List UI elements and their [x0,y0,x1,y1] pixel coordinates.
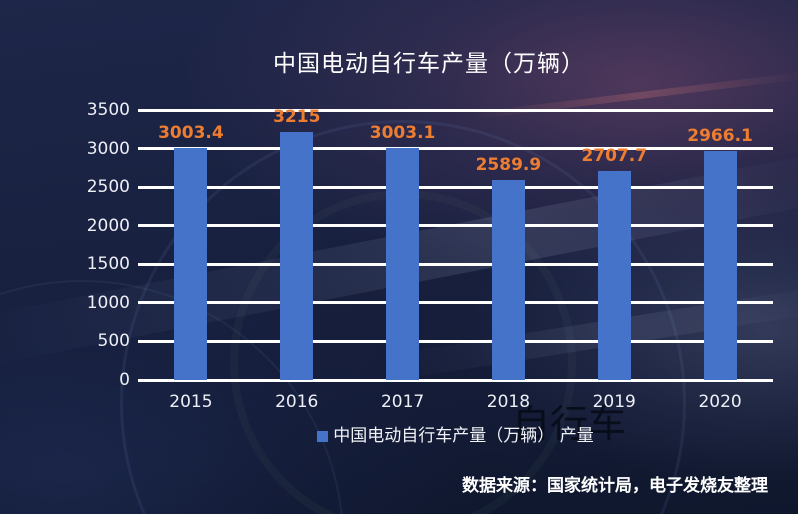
plot-area: 3003.4 3215 3003.1 2589.9 2707.7 2966.1 [138,107,773,382]
x-axis-tick-label: 2020 [698,392,742,412]
gridline [138,378,773,382]
y-axis-tick-label: 2000 [86,215,130,236]
y-axis-tick-label: 1000 [86,292,130,313]
y-axis-tick-label: 3500 [86,100,130,120]
bar-2020 [703,151,737,380]
gridline [138,301,773,305]
watermark-text: 自行车 [512,402,627,446]
bar-value-label-2017: 3003.1 [369,123,436,144]
gridline [138,108,773,112]
gridline [138,147,773,151]
data-source-note: 数据来源：国家统计局，电子发烧友整理 [462,476,768,496]
bar-value-label-2020: 2966.1 [687,126,753,147]
bar-2015 [174,148,208,380]
gridline [138,262,773,266]
bar-value-label-2015: 3003.4 [158,123,224,144]
bar-value-label-2018: 2589.9 [475,155,542,176]
x-axis-tick-label: 2015 [169,392,213,412]
legend: 中国电动自行车产量（万辆） 产量 [138,428,773,445]
legend-series-label: 中国电动自行车产量（万辆） 产量 [333,426,594,446]
bar-value-label-2016: 3215 [273,107,321,127]
x-axis: 2015 2016 2017 2018 2019 2020 [138,392,773,414]
y-axis: 0 500 1000 1500 2000 2500 3000 3500 [0,100,130,390]
bar-value-label-2019: 2707.7 [581,146,648,167]
y-axis-tick-label: 2500 [86,177,130,198]
y-axis-tick-label: 1500 [86,254,130,275]
x-axis-tick-label: 2018 [486,392,531,412]
chart-title: 中国电动自行车产量（万辆） [273,51,585,77]
y-axis-tick-label: 500 [97,331,130,352]
gridline [138,185,773,189]
x-axis-tick-label: 2019 [592,392,636,412]
x-axis-tick-label: 2017 [380,392,425,412]
x-axis-tick-label: 2016 [275,392,319,412]
y-axis-tick-label: 0 [119,370,130,390]
bar-2018 [491,180,525,380]
bar-2019 [597,171,631,380]
y-axis-tick-label: 3000 [86,138,130,159]
gridline [138,224,773,228]
bar-2016 [280,132,314,380]
bar-2017 [386,148,420,380]
legend-marker-swatch [317,431,329,442]
gridline [138,339,773,343]
